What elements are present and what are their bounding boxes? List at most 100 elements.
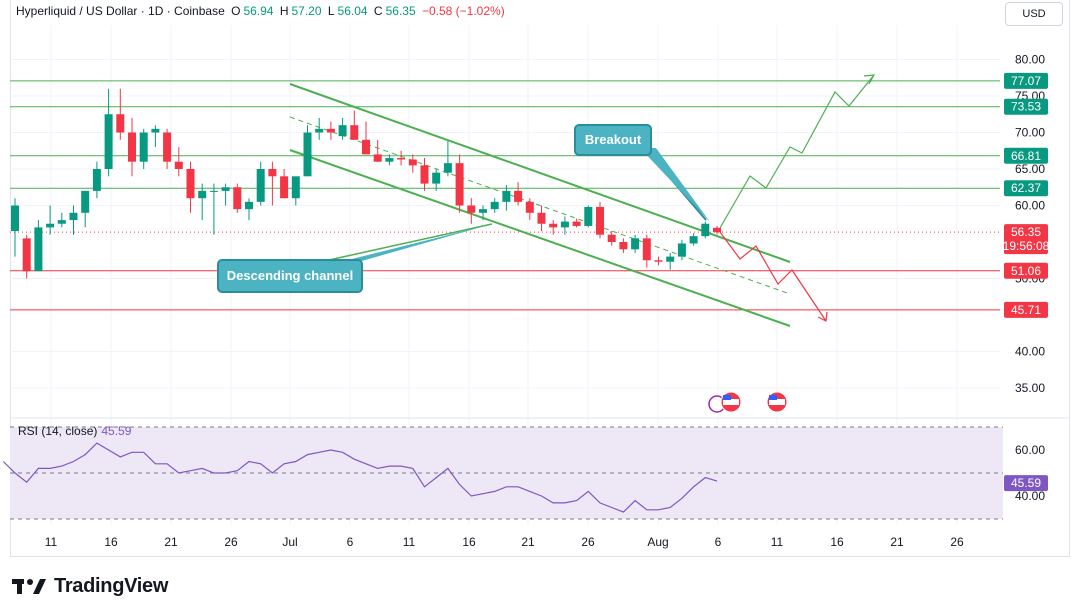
level-price-label: 66.81 [1011,149,1041,163]
candle [151,125,160,148]
candle-body [596,206,604,235]
candle [689,233,698,246]
level-price-badge [1004,147,1048,164]
candle [502,185,511,211]
candle [408,154,417,173]
candle [455,154,464,213]
y-tick-label: 70.00 [1015,126,1045,140]
open-value: 56.94 [243,4,274,18]
x-tick-label: 11 [403,535,416,549]
rsi-title: RSI (14, close) [18,424,98,438]
x-tick-label: 6 [715,535,722,549]
candle [362,121,370,155]
level-price-label: 77.07 [1011,74,1041,88]
candle-body [420,165,429,184]
descending-channel [289,74,876,327]
candle-body [57,220,66,224]
candle [560,216,569,235]
y-tick-label: 65.00 [1015,162,1045,176]
tradingview-logo[interactable]: TradingView [12,574,168,598]
x-tick-label: 26 [950,535,964,549]
candle [92,161,101,199]
candle [233,183,242,213]
candle-body [362,139,370,155]
candle [174,147,183,177]
low-value: 56.04 [337,4,368,18]
candle-body [560,221,569,228]
rsi-line [2,442,718,513]
channel-mid-line [289,116,791,295]
candle-body [139,132,148,162]
rsi-legend[interactable]: RSI (14, close) 45.59 [18,424,131,438]
candle [467,198,476,224]
candle-body [69,212,78,221]
candle [69,205,78,235]
candle-body [713,227,721,233]
candle-body [256,169,265,202]
horizontal-levels [10,80,1000,311]
candle-body [326,128,335,133]
high-value: 57.20 [291,4,322,18]
candle-body [11,205,19,232]
candle-body [116,114,125,133]
candle [631,234,640,253]
candle-body [268,169,277,177]
tradingview-logo-text: TradingView [54,574,169,597]
candle-body [151,128,160,133]
candle [373,139,382,162]
level-price-label: 45.71 [1011,303,1041,317]
candle-body [689,236,698,244]
candle [198,183,207,221]
bearish-arrow-head [817,311,828,322]
candle-body [443,163,452,173]
candle-body [174,161,183,169]
breakout-callout[interactable]: Breakout [574,124,652,156]
level-price-badge [1004,98,1048,115]
candle-body [350,125,359,140]
candle-body [373,154,382,162]
candle-body [338,125,347,137]
candle [280,169,289,199]
symbol-title[interactable]: Hyperliquid / US Dollar · 1D · Coinbase [16,4,225,18]
level-price-badge [1004,72,1048,89]
candle [34,220,43,272]
x-tick-label: 16 [462,535,476,549]
breakout-pointer-tail [640,148,710,222]
candle-body [128,132,136,162]
candle-body [34,227,43,272]
currency-button[interactable]: USD [1005,2,1063,26]
price-candles [11,88,721,279]
channel-pointer-tail [340,224,492,262]
candle [46,205,55,235]
channel-upper-line [289,83,791,263]
candle [22,234,31,279]
candle [443,141,452,177]
candle [432,169,441,191]
y-tick-label: 35.00 [1015,381,1045,395]
candle [619,238,628,253]
candle [268,161,277,206]
candle [163,128,172,169]
descending-channel-callout[interactable]: Descending channel [217,259,363,293]
event-markers[interactable] [708,391,788,413]
rsi-y-tick-label: 60.00 [1015,443,1045,457]
candle [397,150,406,166]
y-tick-label: 40.00 [1015,345,1045,359]
candle-body [619,242,628,250]
candle-body [291,176,300,199]
low-label: L [327,4,335,18]
candle [11,198,19,257]
level-price-label: 73.53 [1011,100,1041,114]
candle-body [209,190,218,192]
candle [479,205,487,221]
level-price-label: 51.06 [1011,264,1041,278]
candle [315,117,324,140]
candle-body [198,190,207,199]
candle [104,88,113,177]
level-price-label: 56.35 [1011,225,1041,239]
candle [209,183,218,235]
x-tick-label: 11 [771,535,784,549]
rsi-y-tick-label: 40.00 [1015,489,1045,503]
candle-body [397,158,406,160]
